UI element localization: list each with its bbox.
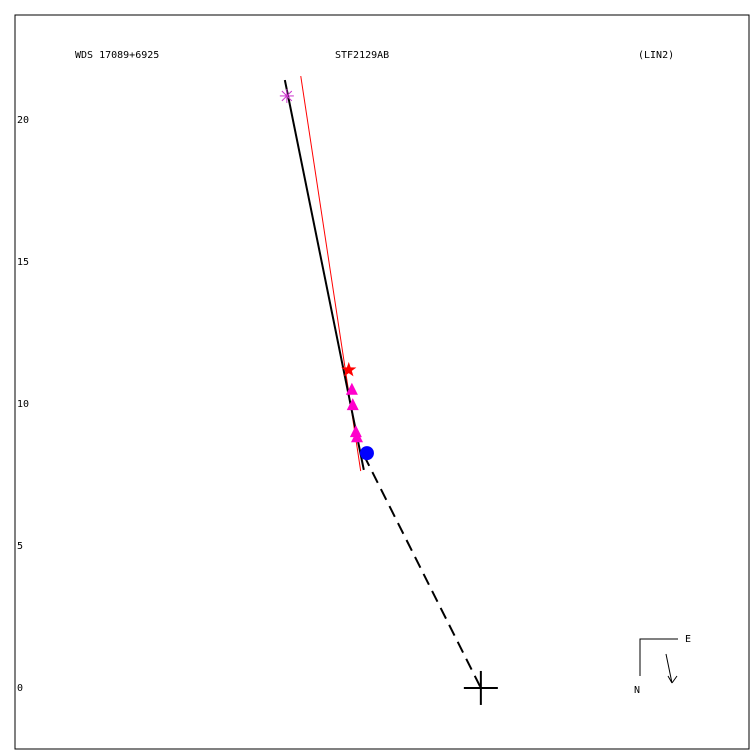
y-tick-label: 10 — [17, 399, 29, 410]
point — [359, 446, 374, 461]
point — [341, 361, 357, 377]
chart-title: WDS 17089+6925 — [75, 50, 159, 61]
annotation: (LIN2) — [638, 50, 674, 61]
y-tick-label: 5 — [17, 541, 23, 552]
point — [346, 398, 359, 411]
primary-star — [463, 670, 498, 705]
frame — [14, 14, 750, 750]
asterisk-stroke — [281, 90, 293, 102]
y-tick-label: 0 — [17, 683, 23, 694]
compass-north: N — [634, 685, 640, 696]
compass-arrow — [665, 653, 673, 684]
compass — [639, 638, 678, 676]
y-tick-label: 20 — [17, 115, 29, 126]
point — [279, 88, 294, 103]
compass-arrow — [671, 675, 678, 684]
orbit-line — [362, 454, 482, 689]
chart-subtitle: STF2129AB — [335, 50, 389, 61]
compass-east: E — [685, 634, 691, 645]
point — [345, 382, 358, 395]
orbit-line — [283, 79, 365, 471]
y-tick-label: 15 — [17, 257, 29, 268]
point — [351, 430, 364, 443]
